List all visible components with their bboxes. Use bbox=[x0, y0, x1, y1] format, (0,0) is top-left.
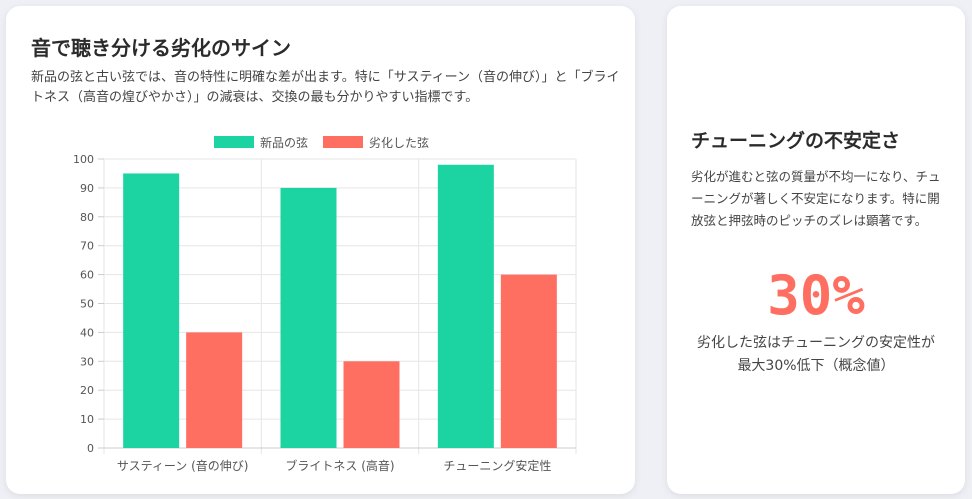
y-tick-label: 50 bbox=[80, 298, 94, 311]
x-tick-label: ブライトネス (高音) bbox=[285, 458, 394, 473]
y-tick-label: 20 bbox=[80, 384, 94, 397]
bar-old-1 bbox=[343, 361, 400, 448]
y-axis: 0 10 20 30 40 50 60 70 80 90 100 bbox=[73, 153, 104, 455]
main-card: 音で聴き分ける劣化のサイン 新品の弦と古い弦では、音の特性に明確な差が出ます。特… bbox=[6, 6, 635, 494]
y-tick-label: 10 bbox=[80, 413, 94, 426]
legend-label-0: 新品の弦 bbox=[260, 135, 308, 150]
y-tick-label: 70 bbox=[80, 240, 94, 253]
y-tick-label: 0 bbox=[87, 442, 94, 455]
bar-new-0 bbox=[123, 173, 180, 448]
chart-legend: 新品の弦 劣化した弦 bbox=[214, 135, 429, 150]
legend-label-1: 劣化した弦 bbox=[369, 135, 429, 150]
chart-bars bbox=[123, 164, 557, 448]
legend-swatch-0 bbox=[214, 136, 254, 148]
page-title: 音で聴き分ける劣化のサイン bbox=[31, 36, 291, 60]
stat-caption: 劣化した弦はチューニングの安定性が最大30%低下（概念値） bbox=[697, 335, 935, 374]
stat-value: 30% bbox=[767, 264, 865, 327]
y-tick-label: 80 bbox=[80, 211, 94, 224]
side-description: 劣化が進むと弦の質量が不均一になり、チューニングが著しく不安定になります。特に開… bbox=[691, 169, 941, 228]
y-tick-label: 30 bbox=[80, 355, 94, 368]
bar-new-1 bbox=[280, 187, 337, 448]
side-title: チューニングの不安定さ bbox=[691, 130, 901, 152]
page-description: 新品の弦と古い弦では、音の特性に明確な差が出ます。特に「サスティーン（音の伸び）… bbox=[31, 70, 620, 105]
y-tick-label: 100 bbox=[73, 153, 94, 166]
bar-new-2 bbox=[437, 164, 494, 448]
bar-chart: 新品の弦 劣化した弦 0 10 20 30 40 50 60 70 80 90 100 サスティーン … bbox=[73, 135, 577, 473]
x-tick-label: サスティーン (音の伸び) bbox=[117, 458, 249, 473]
chart-container: 新品の弦 劣化した弦 0 10 20 30 40 50 60 70 80 90 100 サスティーン … bbox=[6, 121, 635, 491]
y-tick-label: 40 bbox=[80, 326, 94, 339]
y-tick-label: 60 bbox=[80, 269, 94, 282]
x-axis: サスティーン (音の伸び) ブライトネス (高音) チューニング安定性 bbox=[117, 458, 551, 473]
chart-grid bbox=[103, 158, 577, 454]
bar-old-2 bbox=[500, 274, 557, 448]
y-tick-label: 90 bbox=[80, 182, 94, 195]
bar-old-0 bbox=[186, 332, 243, 448]
x-tick-label: チューニング安定性 bbox=[443, 458, 551, 473]
legend-swatch-1 bbox=[323, 136, 363, 148]
side-card: チューニングの不安定さ 劣化が進むと弦の質量が不均一になり、チューニングが著しく… bbox=[667, 6, 965, 494]
